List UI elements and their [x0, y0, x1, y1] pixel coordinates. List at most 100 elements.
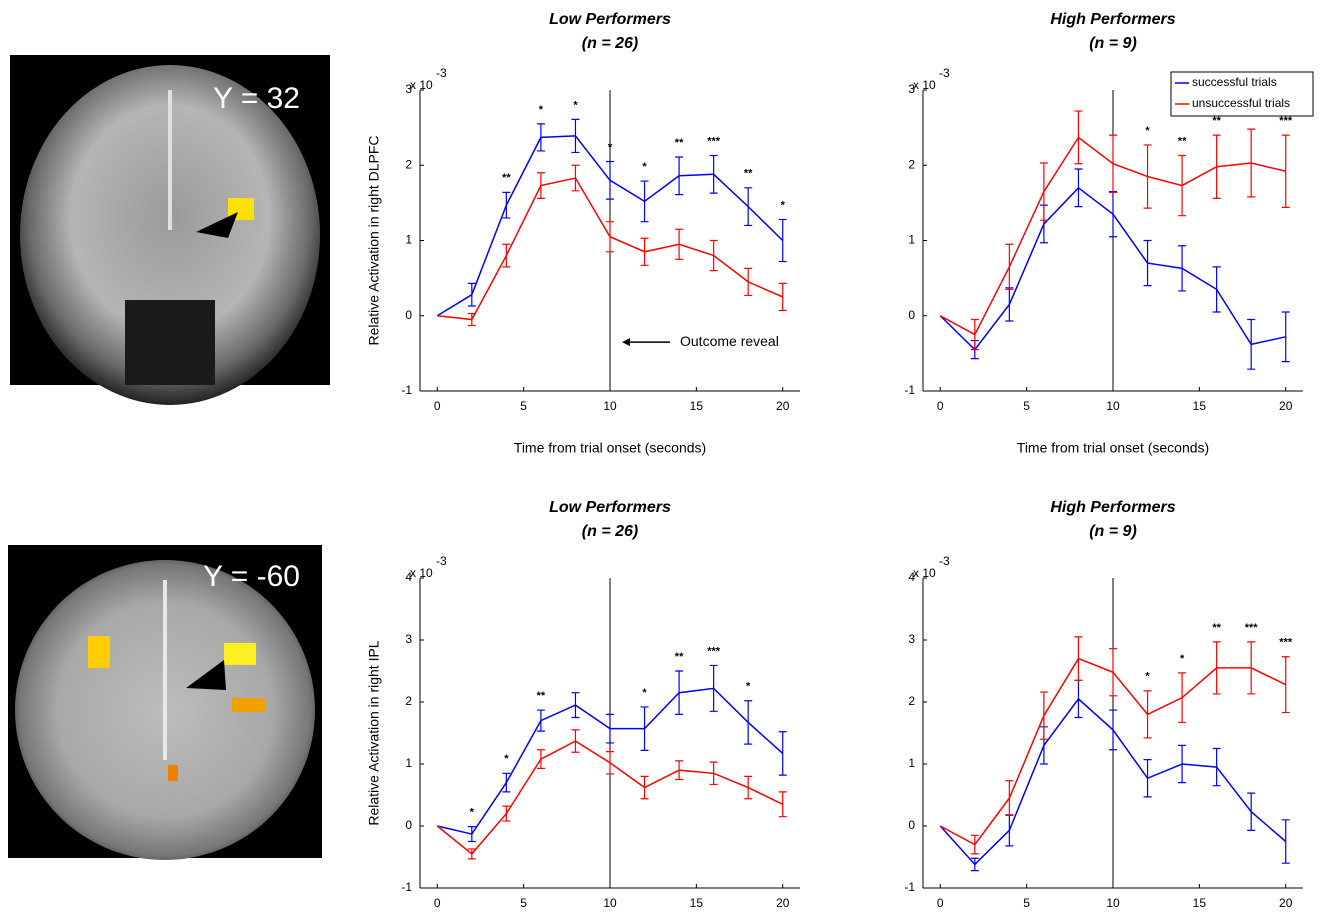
error-bar — [744, 701, 752, 744]
legend-label: unsuccessful trials — [1192, 96, 1290, 110]
x-tick-label: 15 — [1193, 896, 1207, 910]
y-exponent: -3 — [436, 554, 447, 568]
error-bar — [641, 776, 649, 798]
chart-title: Low Performers — [549, 499, 671, 516]
error-bar — [1109, 710, 1117, 750]
significance-label: * — [642, 687, 647, 699]
y-tick-label: -1 — [401, 880, 412, 894]
significance-label: ** — [675, 137, 684, 149]
error-bar — [744, 188, 752, 226]
error-bar — [1178, 673, 1186, 723]
y-tick-label: 1 — [405, 756, 412, 770]
significance-label: ** — [1212, 115, 1221, 127]
y-tick-label: 2 — [405, 157, 412, 171]
x-tick-label: 20 — [776, 896, 790, 910]
x-tick-label: 0 — [434, 896, 441, 910]
x-tick-label: 20 — [1279, 399, 1293, 413]
y-tick-label: 2 — [908, 157, 915, 171]
error-bar — [641, 181, 649, 222]
error-bar — [1074, 637, 1082, 680]
significance-label: * — [1180, 653, 1185, 665]
chart-subtitle: (n = 9) — [1089, 523, 1137, 540]
significance-label: ** — [744, 168, 753, 180]
chart-subtitle: (n = 26) — [582, 35, 638, 52]
y-exponent: -3 — [939, 554, 950, 568]
error-bar — [1074, 680, 1082, 717]
y-tick-label: 1 — [405, 233, 412, 247]
y-tick-label: 0 — [405, 818, 412, 832]
figure: Y = 32 Y = -60 Low Performers (n = 26) -1 0… — [0, 0, 1323, 923]
x-tick-label: 15 — [690, 399, 704, 413]
y-tick-label: 3 — [908, 632, 915, 646]
y-exponent: -3 — [436, 66, 447, 80]
x-tick-label: 5 — [520, 896, 527, 910]
y-tick-label: 0 — [908, 308, 915, 322]
significance-label: *** — [1245, 622, 1259, 634]
x-tick-label: 5 — [1023, 896, 1030, 910]
slice-label: Y = 32 — [213, 82, 300, 115]
y-axis-label: Relative Activation in right DLPFC — [366, 135, 382, 345]
error-bar — [971, 858, 979, 870]
error-bar — [1109, 649, 1117, 696]
chart: Low Performers(n = 26)-10123405101520x 1… — [366, 499, 800, 923]
error-bar — [502, 244, 510, 267]
x-tick-label: 15 — [1193, 399, 1207, 413]
error-bar — [1005, 781, 1013, 816]
error-bar — [1005, 815, 1013, 846]
x-tick-label: 20 — [776, 399, 790, 413]
y-tick-label: 1 — [908, 233, 915, 247]
chart-title: High Performers — [1050, 11, 1175, 28]
significance-label: *** — [707, 135, 721, 147]
y-tick-label: 1 — [908, 756, 915, 770]
significance-label: ** — [537, 690, 546, 702]
error-bar — [606, 161, 614, 199]
significance-label: *** — [707, 645, 721, 657]
error-bar — [606, 222, 614, 252]
y-multiplier: x 10 — [913, 78, 936, 92]
y-tick-label: 3 — [405, 632, 412, 646]
significance-label: * — [781, 199, 786, 211]
y-tick-label: 2 — [908, 694, 915, 708]
error-bar — [537, 710, 545, 731]
y-tick-label: 0 — [908, 818, 915, 832]
chart-subtitle: (n = 9) — [1089, 35, 1137, 52]
error-bar — [1213, 267, 1221, 312]
x-tick-label: 10 — [603, 896, 617, 910]
slice-label: Y = -60 — [203, 560, 300, 593]
legend-label: successful trials — [1192, 75, 1277, 89]
y-tick-label: 2 — [405, 694, 412, 708]
x-tick-label: 0 — [937, 896, 944, 910]
y-multiplier: x 10 — [410, 78, 433, 92]
error-bar — [779, 792, 787, 817]
significance-label: *** — [1279, 115, 1293, 127]
y-tick-label: -1 — [904, 880, 915, 894]
significance-label: * — [539, 104, 544, 116]
significance-label: * — [746, 681, 751, 693]
y-tick-label: -1 — [401, 383, 412, 397]
x-tick-label: 15 — [690, 896, 704, 910]
y-exponent: -3 — [939, 66, 950, 80]
error-bar — [1074, 169, 1082, 207]
error-bar — [571, 730, 579, 752]
x-tick-label: 20 — [1279, 896, 1293, 910]
brain-image: Y = 32 — [10, 55, 330, 405]
error-bar — [606, 752, 614, 774]
x-tick-label: 10 — [1106, 399, 1120, 413]
error-bar — [710, 241, 718, 271]
error-bar — [779, 219, 787, 261]
y-axis-label: Relative Activation in right IPL — [366, 640, 382, 825]
error-bar — [1109, 135, 1117, 192]
annotation: Outcome reveal — [680, 333, 779, 349]
error-bar — [537, 750, 545, 769]
error-bar — [1144, 691, 1152, 738]
significance-label: * — [1145, 125, 1150, 137]
x-tick-label: 10 — [603, 399, 617, 413]
x-tick-label: 5 — [520, 399, 527, 413]
y-multiplier: x 10 — [410, 566, 433, 580]
chart-title: High Performers — [1050, 499, 1175, 516]
error-bar — [1247, 793, 1255, 830]
error-bar — [1040, 163, 1048, 220]
